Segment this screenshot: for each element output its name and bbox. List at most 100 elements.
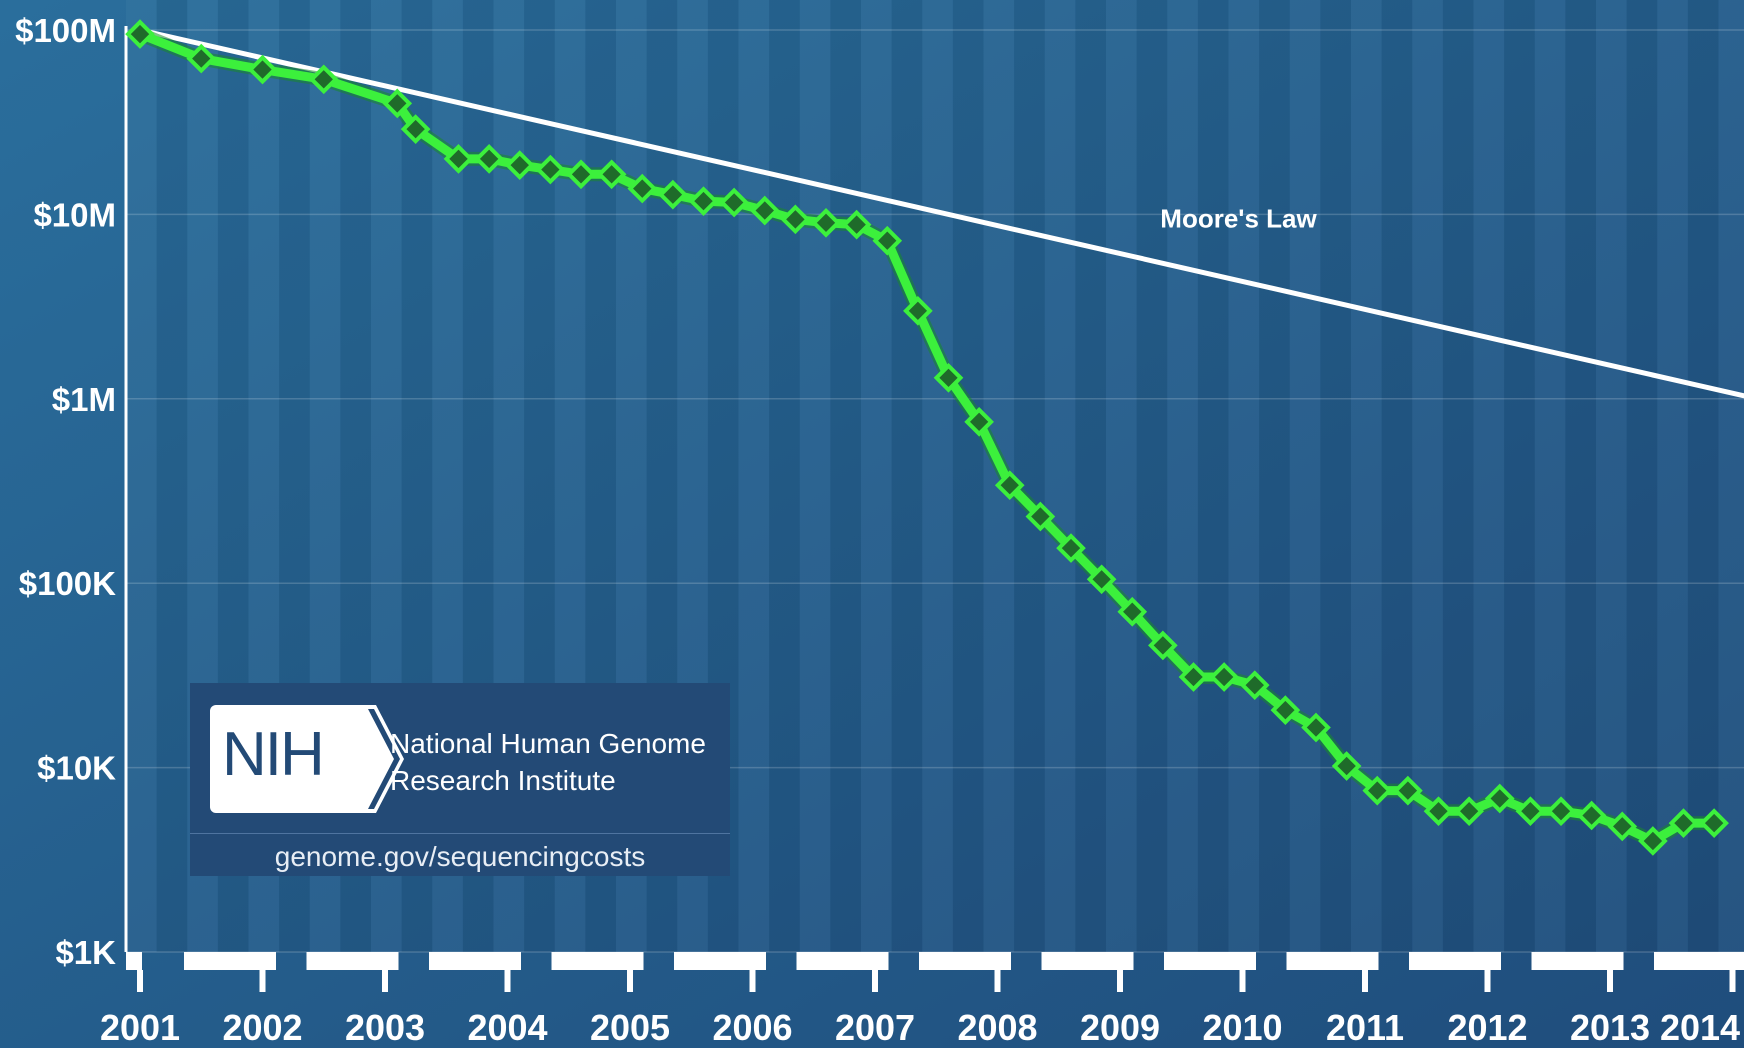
year-band	[1565, 0, 1596, 952]
data-point	[1607, 811, 1638, 842]
data-point	[1239, 670, 1270, 700]
moores-law-label: Moore's Law	[1160, 204, 1317, 234]
year-band	[1719, 0, 1744, 952]
year-band	[1596, 0, 1627, 952]
logo-header: NIH National Human Genome Research Insti…	[190, 683, 730, 833]
x-axis-segment	[1286, 952, 1379, 970]
year-band	[1229, 0, 1260, 952]
logo-divider	[190, 833, 730, 834]
x-tick-mark	[1607, 970, 1613, 992]
nih-chevron-icon	[366, 705, 404, 813]
data-point	[1209, 662, 1239, 692]
data-point	[964, 407, 994, 437]
x-axis-segment	[1164, 952, 1256, 970]
data-point	[504, 150, 535, 180]
data-point	[125, 19, 155, 49]
x-tick-label: 2010	[1202, 1007, 1282, 1048]
data-point	[382, 88, 413, 119]
data-point	[1515, 796, 1546, 827]
x-axis-segment	[126, 952, 142, 970]
data-point	[566, 159, 596, 190]
y-axis: $100M $10M $1M $100K $10K $1K	[15, 12, 128, 971]
x-tick-label: 2007	[835, 1007, 915, 1048]
data-point	[400, 114, 431, 144]
x-tick-mark	[994, 970, 1001, 992]
organization-name: National Human Genome Research Institute	[390, 725, 720, 799]
year-band	[1320, 0, 1351, 952]
data-point	[994, 470, 1025, 501]
nih-logo-badge: NIH	[210, 705, 368, 813]
x-tick-mark	[872, 970, 878, 992]
x-tick-mark	[1239, 970, 1246, 992]
data-point	[1178, 662, 1209, 692]
data-point	[1668, 808, 1699, 838]
data-point	[596, 159, 627, 190]
x-tick-label: 2006	[712, 1007, 792, 1048]
year-band	[1290, 0, 1321, 952]
grid-lines	[126, 29, 1744, 953]
data-point	[1117, 596, 1148, 627]
x-tick-label: 2013	[1570, 1007, 1650, 1048]
y-tick-label: $1M	[52, 381, 116, 418]
year-band	[1045, 0, 1076, 952]
year-band	[1259, 0, 1290, 952]
x-tick-mark	[137, 970, 143, 992]
x-axis-segment	[551, 952, 644, 970]
data-point	[1056, 533, 1086, 563]
data-point	[627, 173, 658, 204]
x-tick-label: 2009	[1080, 1007, 1160, 1048]
organization-name-line1: National Human Genome	[390, 728, 706, 759]
series-layer	[125, 19, 1744, 856]
y-tick-label: $10K	[37, 750, 116, 787]
data-point	[1270, 695, 1301, 725]
annotations: Moore's Law	[1160, 204, 1317, 234]
year-band	[1626, 0, 1658, 952]
data-point	[1331, 751, 1362, 781]
data-point	[308, 64, 339, 95]
data-point	[811, 208, 841, 238]
x-tick-label: 2008	[957, 1007, 1037, 1048]
x-tick-label: 2003	[345, 1007, 425, 1048]
x-axis-segment	[796, 952, 889, 970]
y-tick-label: $100K	[19, 565, 116, 602]
nih-logo-text: NIH	[222, 720, 325, 789]
data-point	[1086, 564, 1117, 595]
data-point	[903, 295, 933, 326]
x-tick-mark	[1362, 970, 1368, 992]
x-tick-label: 2002	[222, 1007, 302, 1048]
x-tick-label: 2004	[467, 1007, 547, 1048]
year-band	[126, 0, 157, 952]
nhgri-logo-panel: NIH National Human Genome Research Insti…	[190, 683, 730, 876]
x-tick-mark	[259, 970, 266, 992]
year-band	[800, 0, 831, 952]
x-axis-segment	[919, 952, 1011, 970]
year-band	[1442, 0, 1474, 952]
y-tick-label: $100M	[15, 12, 116, 49]
year-band	[830, 0, 861, 952]
year-band	[1106, 0, 1137, 952]
year-band	[861, 0, 892, 952]
x-axis-segment	[184, 952, 276, 970]
data-point	[1362, 775, 1393, 806]
data-point	[1393, 775, 1423, 806]
data-point	[1546, 796, 1576, 827]
data-point	[688, 186, 719, 216]
year-band	[769, 0, 800, 952]
x-tick-mark	[1484, 970, 1491, 992]
data-point	[247, 54, 278, 85]
data-point	[1699, 808, 1729, 838]
year-band	[1197, 0, 1229, 952]
data-point	[1454, 796, 1484, 827]
y-tick-label: $10M	[33, 196, 116, 233]
x-axis-segment	[1654, 952, 1744, 970]
x-tick-mark	[1117, 970, 1123, 992]
x-axis-segment	[306, 952, 399, 970]
year-band	[922, 0, 953, 952]
moores-law-line	[139, 27, 1744, 399]
year-band	[952, 0, 984, 952]
data-point	[749, 195, 780, 226]
data-point	[1423, 796, 1454, 827]
x-tick-label: 2012	[1447, 1007, 1527, 1048]
year-band	[1351, 0, 1382, 952]
year-band	[739, 0, 770, 952]
